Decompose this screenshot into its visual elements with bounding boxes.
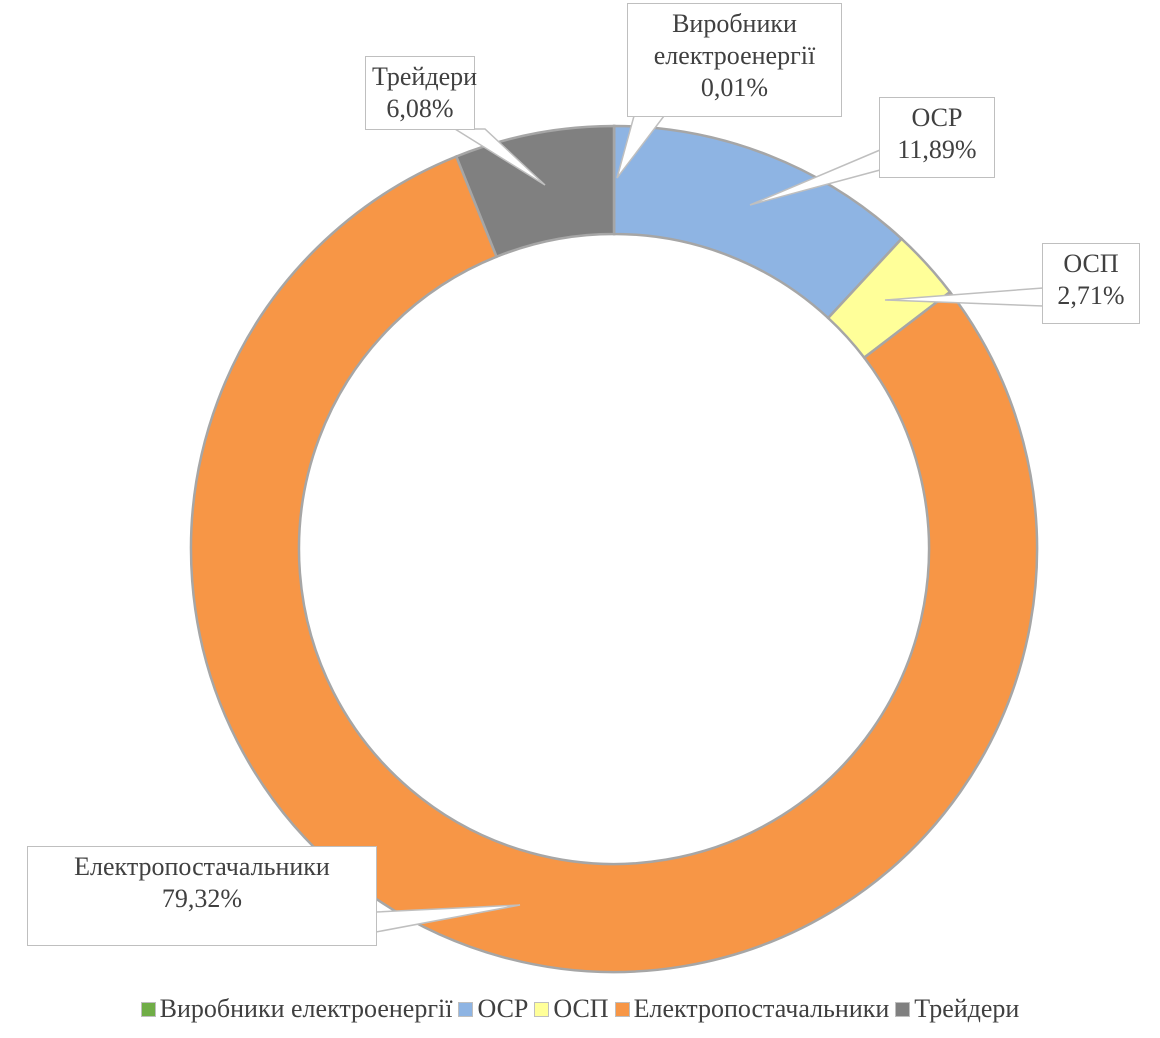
legend-label: Трейдери <box>914 994 1020 1023</box>
legend-label: ОСР <box>477 994 529 1023</box>
legend-label: Виробники електроенергії <box>159 994 453 1023</box>
data-label-value: 6,08% <box>386 94 454 123</box>
data-label: ОСП 2,71% <box>1042 243 1140 324</box>
data-label-value: 11,89% <box>897 135 977 164</box>
legend-item: Трейдери <box>895 994 1019 1024</box>
data-label-category: ОСР <box>911 103 963 132</box>
legend-swatch <box>534 1001 550 1017</box>
data-label: ОСР 11,89% <box>879 97 995 178</box>
data-label-category: Електропостачальники <box>74 852 330 881</box>
legend-swatch <box>140 1001 156 1017</box>
legend: Виробники електроенергії ОСР ОСП Електропос… <box>0 994 1160 1024</box>
legend-swatch <box>614 1001 630 1017</box>
donut-slice <box>189 154 1039 974</box>
data-label-value: 79,32% <box>161 884 243 913</box>
data-label: Виробники електроенергії 0,01% <box>627 3 842 117</box>
legend-item: Електропостачальники <box>614 994 890 1024</box>
data-label-category: ОСП <box>1063 249 1119 278</box>
data-label-category: Трейдери <box>372 62 478 91</box>
data-label-value: 2,71% <box>1057 281 1125 310</box>
data-label: Трейдери 6,08% <box>365 56 478 130</box>
legend-swatch <box>458 1001 474 1017</box>
legend-label: Електропостачальники <box>633 994 890 1023</box>
legend-label: ОСП <box>553 994 609 1023</box>
data-label-value: 0,01% <box>700 73 769 102</box>
legend-item: ОСР <box>458 994 528 1024</box>
legend-item: Виробники електроенергії <box>140 994 453 1024</box>
data-label-category: Виробники електроенергії <box>653 9 816 70</box>
legend-swatch <box>895 1001 911 1017</box>
data-label: Електропостачальники 79,32% <box>27 846 377 946</box>
legend-item: ОСП <box>534 994 609 1024</box>
donut-slice <box>454 124 616 259</box>
